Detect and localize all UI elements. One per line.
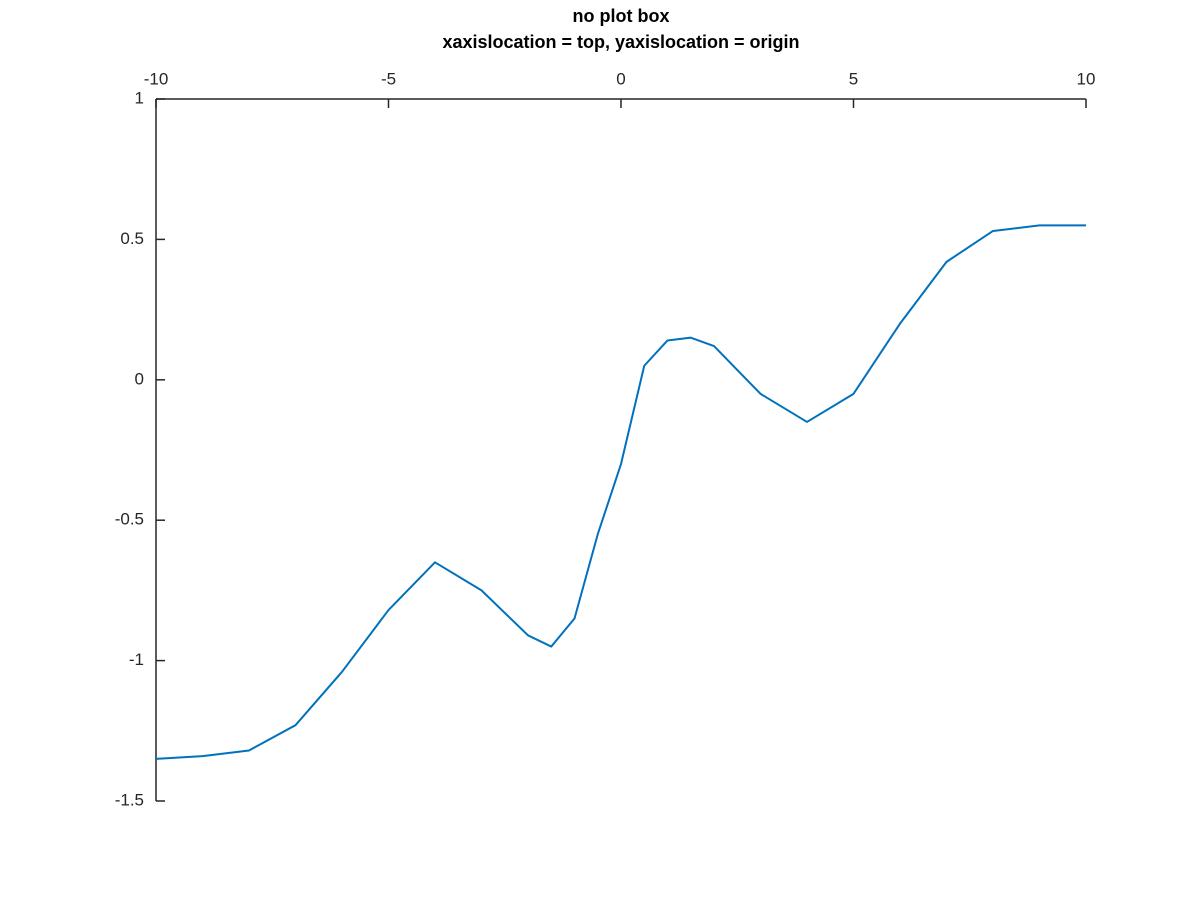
x-tick-label: -5 (381, 69, 396, 88)
chart-title: no plot box (573, 6, 670, 26)
y-tick-label: -0.5 (115, 510, 144, 529)
x-tick-label: 0 (616, 69, 625, 88)
data-line (155, 224, 1086, 760)
y-tick-label: -1 (129, 650, 144, 669)
y-tick-label: 1 (135, 88, 144, 107)
x-tick-label: 5 (849, 69, 858, 88)
y-tick-label: -1.5 (115, 790, 144, 809)
y-tick-label: 0 (135, 369, 144, 388)
chart-subtitle: xaxislocation = top, yaxislocation = ori… (442, 32, 799, 52)
x-tick-label: 10 (1077, 69, 1096, 88)
y-tick-label: 0.5 (120, 229, 144, 248)
x-tick-label: -10 (144, 69, 169, 88)
